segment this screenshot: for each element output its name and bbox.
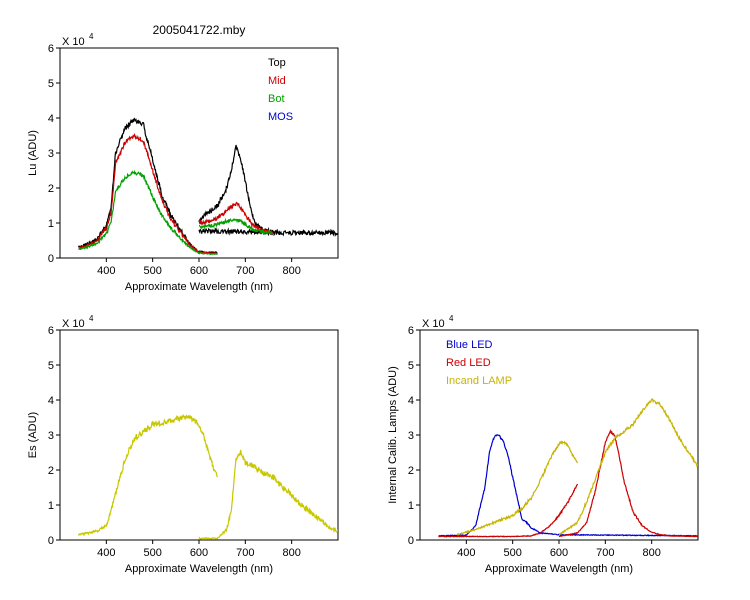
series-line-bot-2	[199, 217, 274, 236]
legend-entry-red-led: Red LED	[446, 357, 491, 369]
legend-entry-incand-lamp: Incand LAMP	[446, 375, 512, 387]
y-axis-label: Es (ADU)	[27, 412, 39, 458]
y-tick-label: 5	[48, 78, 54, 90]
y-multiplier: X 10	[422, 318, 445, 330]
y-tick-label: 3	[408, 430, 414, 442]
x-tick-label: 600	[190, 547, 208, 559]
y-tick-label: 2	[48, 183, 54, 195]
legend-entry-top: Top	[268, 57, 286, 69]
x-tick-label: 600	[190, 265, 208, 277]
x-tick-label: 800	[282, 265, 300, 277]
y-tick-label: 5	[48, 360, 54, 372]
legend-entry-blue-led: Blue LED	[446, 339, 493, 351]
x-tick-label: 700	[236, 265, 254, 277]
y-multiplier-exponent: 4	[89, 314, 94, 323]
x-axis-label: Approximate Wavelength (nm)	[125, 281, 273, 293]
series-line-incand-lamp-2	[558, 398, 698, 536]
series-line-bot-1	[78, 169, 218, 256]
y-tick-label: 4	[48, 113, 54, 125]
x-tick-label: 800	[642, 547, 660, 559]
series-line-incand-lamp-1	[456, 440, 579, 537]
y-multiplier: X 10	[62, 36, 85, 48]
chart-panel-1: 2005041722.mby 400 500 600 700 800 0 1 2 3 4 5 6 X 10…	[27, 23, 339, 293]
x-tick-label: 500	[143, 547, 161, 559]
y-multiplier-exponent: 4	[89, 32, 94, 41]
y-tick-label: 4	[408, 395, 414, 407]
y-tick-label: 6	[408, 325, 414, 337]
legend-entry-mos: MOS	[268, 111, 293, 123]
chart-title: 2005041722.mby	[153, 23, 246, 37]
x-tick-label: 700	[236, 547, 254, 559]
chart-panel-2: 400 500 600 700 800 0 1 2 3 4 5 6 X 10 4 Approximate W…	[27, 314, 339, 575]
series-line-blue-led-1	[438, 434, 698, 537]
x-tick-label: 400	[97, 265, 115, 277]
series-line-es-1	[77, 413, 218, 537]
series-line-es-2	[198, 449, 338, 540]
x-tick-label: 600	[550, 547, 568, 559]
x-tick-label: 400	[457, 547, 475, 559]
y-tick-label: 2	[408, 465, 414, 477]
series-line-top-3	[198, 226, 338, 238]
plot-frame	[59, 329, 339, 541]
y-tick-label: 1	[408, 500, 414, 512]
series-line-mid-2	[198, 201, 274, 236]
y-axis-label: Internal Calib. Lamps (ADU)	[387, 366, 399, 504]
series-line-red-led-2	[559, 429, 698, 538]
y-axis-label: Lu (ADU)	[27, 130, 39, 176]
x-axis-label: Approximate Wavelength (nm)	[125, 563, 273, 575]
x-tick-label: 500	[503, 547, 521, 559]
y-tick-label: 0	[48, 535, 54, 547]
x-tick-label: 700	[596, 547, 614, 559]
chart-panel-3: 400 500 600 700 800 0 1 2 3 4 5 6 X 10 4 Approximate W…	[387, 314, 699, 575]
x-tick-label: 500	[143, 265, 161, 277]
y-tick-label: 0	[48, 253, 54, 265]
y-tick-label: 6	[48, 325, 54, 337]
y-tick-label: 2	[48, 465, 54, 477]
legend-entry-mid: Mid	[268, 75, 286, 87]
y-tick-label: 1	[48, 218, 54, 230]
y-multiplier: X 10	[62, 318, 85, 330]
y-tick-label: 1	[48, 500, 54, 512]
series-line-red-led-1	[438, 483, 579, 538]
y-tick-label: 0	[408, 535, 414, 547]
y-tick-label: 3	[48, 148, 54, 160]
x-axis-label: Approximate Wavelength (nm)	[485, 563, 633, 575]
y-multiplier-exponent: 4	[449, 314, 454, 323]
plot-frame	[59, 47, 339, 259]
y-tick-label: 6	[48, 43, 54, 55]
legend-entry-bot: Bot	[268, 93, 285, 105]
x-tick-label: 800	[282, 547, 300, 559]
y-tick-label: 4	[48, 395, 54, 407]
y-tick-label: 3	[48, 430, 54, 442]
x-tick-label: 400	[97, 547, 115, 559]
y-tick-label: 5	[408, 360, 414, 372]
